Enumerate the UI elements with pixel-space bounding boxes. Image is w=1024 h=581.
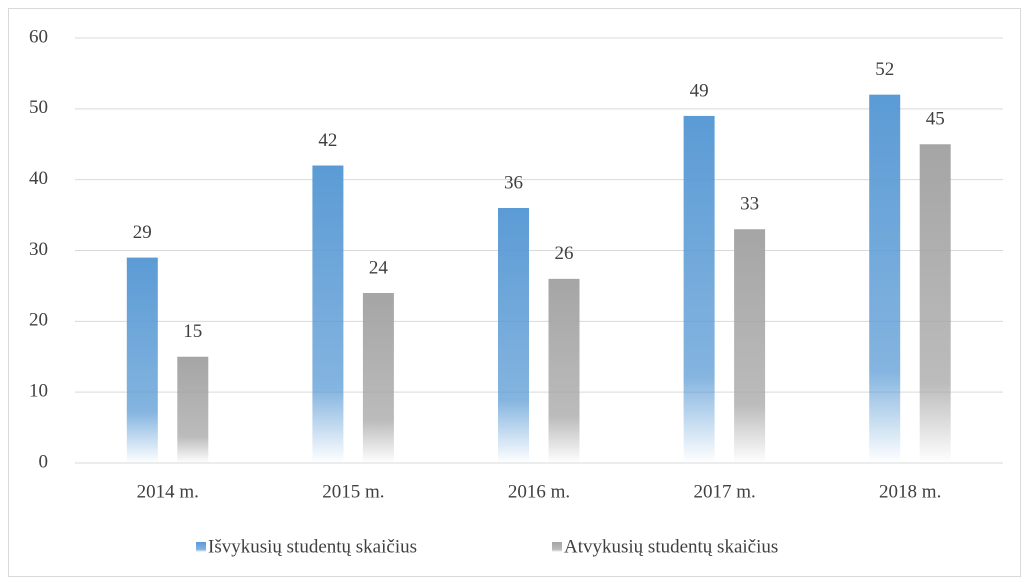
bar bbox=[312, 165, 344, 463]
data-label: 42 bbox=[318, 130, 337, 151]
data-label: 45 bbox=[926, 109, 945, 130]
x-tick-label: 2014 m. bbox=[137, 481, 199, 502]
y-tick-label: 30 bbox=[29, 239, 48, 260]
x-tick-label: 2015 m. bbox=[322, 481, 384, 502]
bar bbox=[734, 229, 766, 463]
bar bbox=[498, 208, 529, 463]
x-tick-label: 2016 m. bbox=[508, 481, 570, 502]
bar bbox=[177, 356, 209, 463]
bar bbox=[919, 144, 951, 463]
bar bbox=[683, 115, 715, 464]
legend-label: Atvykusių studentų skaičius bbox=[564, 536, 778, 557]
y-tick-label: 60 bbox=[29, 26, 48, 47]
bar bbox=[362, 293, 394, 463]
bar bbox=[126, 257, 158, 463]
data-label: 36 bbox=[504, 172, 523, 193]
y-tick-label: 50 bbox=[29, 97, 48, 118]
chart-border bbox=[8, 8, 1021, 577]
y-tick-label: 40 bbox=[29, 168, 48, 189]
x-tick-label: 2018 m. bbox=[879, 481, 941, 502]
data-label: 29 bbox=[133, 222, 152, 243]
y-tick-label: 0 bbox=[39, 451, 49, 472]
legend-label: Išvykusių studentų skaičius bbox=[208, 536, 417, 557]
bar bbox=[548, 278, 580, 463]
y-tick-label: 10 bbox=[29, 381, 48, 402]
legend-swatch bbox=[196, 542, 206, 552]
data-label: 15 bbox=[183, 321, 202, 342]
data-label: 24 bbox=[369, 257, 389, 278]
data-label: 49 bbox=[690, 80, 709, 101]
legend-swatch bbox=[552, 542, 562, 552]
data-label: 33 bbox=[740, 194, 759, 215]
bar bbox=[869, 94, 901, 464]
data-label: 52 bbox=[875, 59, 894, 80]
data-label: 26 bbox=[555, 243, 574, 264]
y-tick-label: 20 bbox=[29, 310, 48, 331]
x-tick-label: 2017 m. bbox=[693, 481, 755, 502]
